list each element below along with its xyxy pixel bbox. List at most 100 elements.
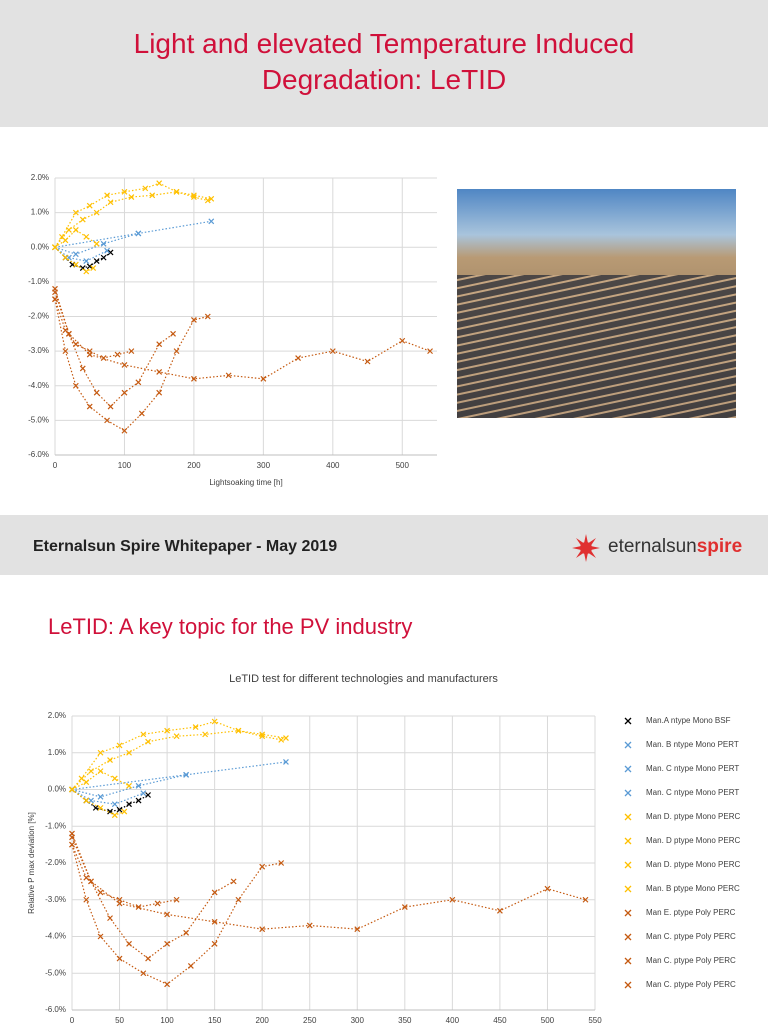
point <box>107 249 114 256</box>
point <box>173 188 180 195</box>
trend-line <box>54 220 212 248</box>
point <box>211 940 218 947</box>
point <box>104 192 111 199</box>
point <box>65 227 72 233</box>
slide-title: LeTID: A key topic for the PV industry <box>48 614 413 639</box>
point <box>156 180 163 187</box>
point <box>329 348 336 355</box>
point <box>79 365 86 372</box>
legend-label: Man C. ptype Poly PERC <box>646 980 736 989</box>
point <box>173 733 180 740</box>
point <box>62 327 69 334</box>
point <box>190 375 197 382</box>
point <box>156 389 163 396</box>
y-tick-label: 1.0% <box>48 748 66 757</box>
point <box>496 907 503 914</box>
point <box>140 731 147 738</box>
point <box>93 240 100 247</box>
point <box>140 790 147 797</box>
y-tick-label: 0.0% <box>48 785 66 794</box>
point <box>83 896 90 903</box>
trend-line <box>71 837 586 930</box>
point <box>52 244 58 251</box>
trend-line <box>54 246 108 262</box>
point <box>116 742 123 749</box>
y-tick-label: -1.0% <box>28 277 49 286</box>
point <box>128 194 135 200</box>
point <box>135 379 142 386</box>
point <box>211 918 218 925</box>
point <box>121 808 128 815</box>
point <box>235 896 242 903</box>
trend-line <box>71 833 234 960</box>
x-tick-label: 350 <box>398 1016 412 1024</box>
legend-label: Man. B ptype Mono PERC <box>646 884 740 893</box>
point <box>399 337 406 344</box>
legend-label: Man D. ptype Mono PERC <box>646 860 740 869</box>
x-tick-label: 500 <box>396 461 410 470</box>
point <box>128 348 135 355</box>
legend-label: Man D. ptype Mono PERC <box>646 812 740 821</box>
point <box>142 185 149 192</box>
point <box>164 940 171 947</box>
x-axis-label: Lightsoaking time [h] <box>209 478 282 487</box>
point <box>83 797 90 804</box>
logo-text: spire <box>696 536 743 557</box>
point <box>69 786 75 793</box>
x-tick-label: 250 <box>303 1016 317 1024</box>
y-tick-label: 1.0% <box>31 208 49 217</box>
trend-line <box>71 761 287 791</box>
point <box>135 904 142 911</box>
point <box>107 199 114 206</box>
trend-line <box>54 299 208 432</box>
point <box>183 771 190 778</box>
trend-line <box>71 788 144 805</box>
point <box>104 247 111 254</box>
point <box>111 801 118 808</box>
legend-label: Man. C ntype Mono PERT <box>646 764 739 773</box>
point <box>164 727 171 734</box>
point <box>427 348 433 355</box>
trend-line <box>54 288 174 408</box>
trend-line <box>71 730 282 790</box>
x-tick-label: 0 <box>53 461 58 470</box>
point <box>126 749 132 756</box>
point <box>97 933 104 940</box>
y-tick-label: -4.0% <box>45 932 66 941</box>
x-tick-label: 100 <box>118 461 132 470</box>
point <box>140 970 147 977</box>
legend-marker <box>624 741 632 749</box>
point <box>79 216 86 223</box>
point <box>107 403 114 410</box>
point <box>192 724 199 730</box>
point <box>83 268 90 275</box>
trend-line <box>54 232 139 255</box>
x-tick-label: 100 <box>160 1016 174 1024</box>
point <box>582 896 589 903</box>
legend-marker <box>624 885 632 893</box>
point <box>62 237 69 244</box>
legend-label: Man C. ptype Poly PERC <box>646 932 736 941</box>
point <box>72 251 79 258</box>
point <box>114 351 121 358</box>
point <box>230 878 237 885</box>
point <box>116 806 123 813</box>
legend-label: Man. D ptype Mono PERC <box>646 836 740 845</box>
logo-text: eternalsun <box>608 536 697 557</box>
y-tick-label: -1.0% <box>45 821 66 830</box>
legend-label: Man C. ptype Poly PERC <box>646 956 736 965</box>
y-tick-label: -5.0% <box>28 415 49 424</box>
y-tick-label: -2.0% <box>45 858 66 867</box>
legend-marker <box>624 957 632 965</box>
point <box>145 792 151 798</box>
point <box>135 782 142 789</box>
footer-text: Eternalsun Spire Whitepaper - May 2019 <box>33 538 338 555</box>
point <box>156 368 163 375</box>
point <box>145 738 151 745</box>
point <box>97 804 104 811</box>
trend-line <box>71 774 187 798</box>
trend-line <box>54 191 208 248</box>
point <box>83 874 90 881</box>
y-tick-label: -6.0% <box>45 1005 66 1014</box>
